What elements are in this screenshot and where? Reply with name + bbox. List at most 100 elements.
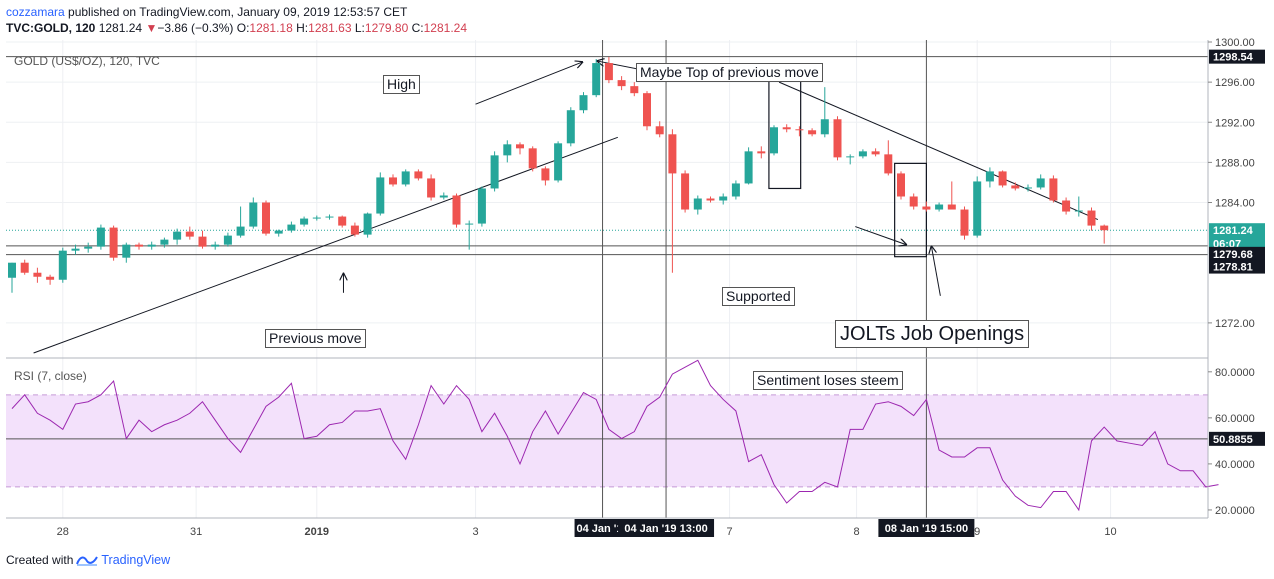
candle[interactable] bbox=[71, 244, 80, 255]
candle[interactable] bbox=[8, 262, 16, 293]
rsi-line[interactable] bbox=[11, 359, 1219, 512]
candle[interactable] bbox=[223, 232, 232, 247]
candle[interactable] bbox=[795, 126, 804, 137]
candle[interactable] bbox=[109, 225, 118, 261]
annotation-supported[interactable]: Supported bbox=[722, 287, 795, 306]
price-tag[interactable]: 1281.24 bbox=[1209, 223, 1265, 238]
candle[interactable] bbox=[236, 206, 245, 238]
candle[interactable] bbox=[427, 174, 436, 201]
candle[interactable] bbox=[135, 242, 143, 250]
candle[interactable] bbox=[706, 196, 715, 203]
candle[interactable] bbox=[770, 125, 778, 156]
tradingview-brand-link[interactable]: TradingView bbox=[101, 553, 171, 567]
candle[interactable] bbox=[757, 146, 766, 159]
rsi-value-tag[interactable]: 50.8855 bbox=[1209, 431, 1265, 446]
candle[interactable] bbox=[947, 181, 956, 210]
candle[interactable] bbox=[490, 151, 499, 192]
annotation-sentiment[interactable]: Sentiment loses steem bbox=[753, 371, 903, 390]
candle[interactable] bbox=[1074, 196, 1083, 217]
candle[interactable] bbox=[884, 140, 893, 176]
candle[interactable] bbox=[782, 124, 791, 133]
candle[interactable] bbox=[147, 241, 156, 250]
candle[interactable] bbox=[592, 59, 601, 98]
candlestick-series[interactable] bbox=[8, 57, 1109, 293]
candle[interactable] bbox=[452, 193, 461, 228]
candle[interactable] bbox=[262, 200, 270, 236]
candle[interactable] bbox=[820, 87, 829, 138]
candle[interactable] bbox=[363, 212, 372, 238]
candle[interactable] bbox=[808, 128, 817, 137]
candle[interactable] bbox=[1087, 207, 1096, 231]
author-link[interactable]: cozzamara bbox=[6, 5, 65, 19]
candle[interactable] bbox=[871, 148, 880, 157]
candle[interactable] bbox=[833, 116, 842, 161]
annotation-jolts[interactable]: JOLTs Job Openings bbox=[835, 320, 1030, 348]
candle[interactable] bbox=[681, 170, 690, 213]
price-tag[interactable]: 1279.68 bbox=[1209, 246, 1265, 261]
candle[interactable] bbox=[58, 247, 67, 283]
candle[interactable] bbox=[744, 147, 753, 185]
candle[interactable] bbox=[1062, 197, 1071, 215]
candle[interactable] bbox=[198, 230, 207, 249]
candle[interactable] bbox=[96, 224, 105, 250]
candle[interactable] bbox=[173, 228, 182, 245]
candle[interactable] bbox=[46, 274, 55, 285]
candle[interactable] bbox=[960, 206, 969, 240]
candle[interactable] bbox=[719, 193, 728, 205]
candle[interactable] bbox=[643, 91, 651, 131]
candle[interactable] bbox=[325, 214, 334, 220]
rsi-series[interactable] bbox=[11, 359, 1219, 512]
time-marker[interactable]: 04 Jan '19 13:00 bbox=[618, 519, 715, 537]
candle[interactable] bbox=[897, 171, 905, 200]
candle[interactable] bbox=[528, 146, 537, 172]
price-tag[interactable]: 1278.81 bbox=[1209, 259, 1265, 274]
candle[interactable] bbox=[300, 216, 309, 227]
candle[interactable] bbox=[274, 229, 283, 237]
candle[interactable] bbox=[211, 241, 220, 250]
candle[interactable] bbox=[909, 193, 918, 210]
candle[interactable] bbox=[617, 76, 626, 91]
candle[interactable] bbox=[414, 169, 423, 181]
candle[interactable] bbox=[541, 166, 550, 186]
candle[interactable] bbox=[655, 121, 664, 138]
candle[interactable] bbox=[985, 167, 994, 188]
candle[interactable] bbox=[858, 149, 867, 159]
candle[interactable] bbox=[998, 170, 1007, 188]
candle[interactable] bbox=[554, 141, 563, 183]
candle[interactable] bbox=[1100, 224, 1109, 244]
candle[interactable] bbox=[668, 129, 677, 273]
candle[interactable] bbox=[338, 215, 347, 228]
price-axis[interactable]: 1300.00 1296.00 1292.00 1288.00 1284.00 1272.… bbox=[1208, 37, 1265, 517]
candle[interactable] bbox=[973, 176, 982, 238]
candle[interactable] bbox=[693, 195, 702, 215]
price-tag[interactable]: 1298.54 bbox=[1209, 49, 1265, 64]
candle[interactable] bbox=[249, 197, 258, 229]
candle[interactable] bbox=[350, 222, 359, 237]
candle[interactable] bbox=[516, 142, 524, 155]
candle[interactable] bbox=[731, 180, 740, 200]
annotation-previous-move[interactable]: Previous move bbox=[265, 329, 366, 348]
candle[interactable] bbox=[566, 107, 575, 147]
candle[interactable] bbox=[503, 140, 512, 163]
time-marker[interactable]: 04 Jan '19 bbox=[574, 519, 631, 537]
candle[interactable] bbox=[84, 242, 93, 253]
annotation-high[interactable]: High bbox=[383, 75, 420, 94]
annotation-maybe-top[interactable]: Maybe Top of previous move bbox=[636, 63, 823, 82]
time-marker[interactable]: 08 Jan '19 15:00 bbox=[878, 519, 975, 537]
candle[interactable] bbox=[122, 242, 131, 263]
candle[interactable] bbox=[389, 174, 397, 187]
candle[interactable] bbox=[1036, 174, 1045, 190]
candle[interactable] bbox=[604, 57, 613, 84]
candle[interactable] bbox=[465, 220, 474, 250]
candle[interactable] bbox=[33, 267, 42, 283]
candle[interactable] bbox=[477, 186, 486, 227]
chart-canvas[interactable]: 1300.00 1296.00 1292.00 1288.00 1284.00 1272.… bbox=[0, 0, 1274, 550]
candle[interactable] bbox=[287, 221, 296, 233]
candle[interactable] bbox=[439, 192, 448, 200]
candle[interactable] bbox=[935, 202, 944, 212]
candle[interactable] bbox=[312, 215, 321, 221]
candle[interactable] bbox=[1049, 175, 1058, 203]
candle[interactable] bbox=[579, 92, 588, 114]
candle[interactable] bbox=[630, 82, 639, 97]
